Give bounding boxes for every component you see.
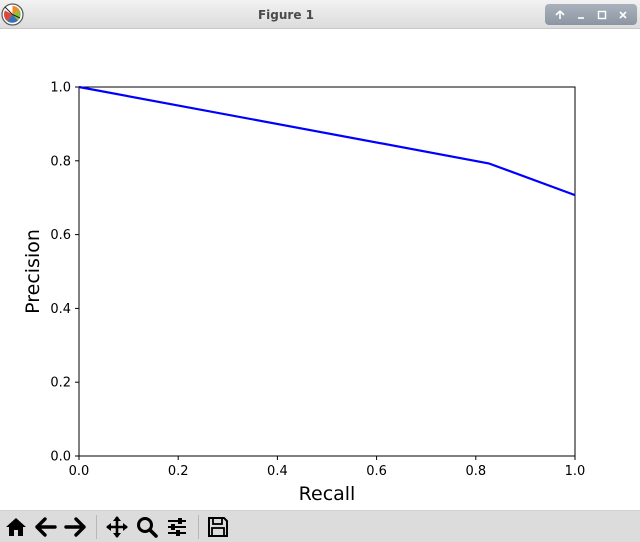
x-axis-ticks: 0.0 0.2 0.4 0.6 0.8 1.0: [69, 456, 586, 479]
axes-frame: [78, 86, 576, 457]
toolbar-separator: [198, 515, 199, 539]
x-tick-label: 0.4: [267, 464, 288, 479]
minimize-icon[interactable]: [573, 7, 589, 23]
home-icon[interactable]: [3, 514, 29, 540]
window-controls: [545, 4, 637, 25]
x-tick-label: 0.6: [366, 464, 387, 479]
save-floppy-icon[interactable]: [205, 514, 231, 540]
close-icon[interactable]: [615, 7, 631, 23]
x-tick-label: 1.0: [565, 464, 586, 479]
x-tick-label: 0.8: [465, 464, 486, 479]
precision-recall-line: [78, 85, 576, 197]
matplotlib-logo-icon: [1, 3, 24, 26]
window-title: Figure 1: [257, 8, 315, 22]
y-tick-label: 0.4: [50, 302, 71, 317]
x-tick-label: 0.2: [168, 464, 189, 479]
y-tick-label: 0.2: [50, 376, 71, 391]
x-tick-label: 0.0: [69, 464, 90, 479]
zoom-magnifier-icon[interactable]: [134, 514, 160, 540]
y-tick-label: 1.0: [50, 81, 71, 96]
up-arrow-icon[interactable]: [552, 7, 568, 23]
navigation-toolbar: [0, 510, 640, 542]
y-axis-label: Precision: [22, 229, 44, 314]
configure-subplots-icon[interactable]: [164, 514, 190, 540]
y-tick-label: 0.6: [50, 228, 71, 243]
maximize-icon[interactable]: [594, 7, 610, 23]
y-tick-label: 0.0: [50, 450, 71, 465]
y-axis-ticks: 0.0 0.2 0.4 0.6 0.8 1.0: [50, 81, 79, 465]
forward-arrow-icon[interactable]: [62, 514, 88, 540]
pan-move-icon[interactable]: [104, 514, 130, 540]
back-arrow-icon[interactable]: [33, 514, 59, 540]
toolbar-separator: [96, 515, 97, 539]
plot-area: 0.0 0.2 0.4 0.6 0.8 1.0 0.0 0.2 0.4 0.6 0.8 1.0 Re…: [22, 81, 586, 506]
y-tick-label: 0.8: [50, 154, 71, 169]
title-bar[interactable]: Figure 1: [0, 0, 640, 29]
figure-canvas[interactable]: 0.0 0.2 0.4 0.6 0.8 1.0 0.0 0.2 0.4 0.6 0.8 1.0 Re…: [0, 29, 640, 510]
x-axis-label: Recall: [299, 483, 356, 505]
